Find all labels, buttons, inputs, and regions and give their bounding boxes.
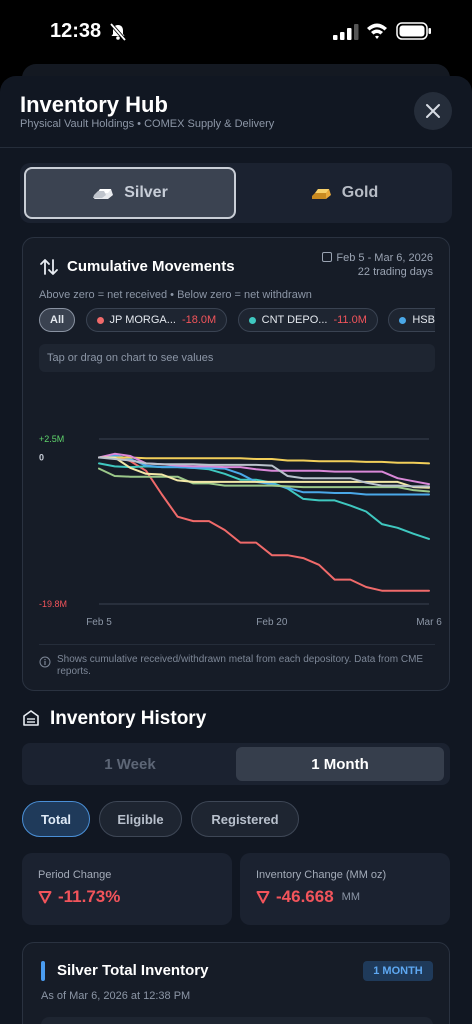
range-toggle: 1 Week 1 Month xyxy=(22,743,450,785)
silver-tab[interactable]: Silver xyxy=(24,167,236,219)
series-line-3 xyxy=(98,454,430,496)
series-dot xyxy=(248,316,256,324)
gold-tab[interactable]: Gold xyxy=(238,167,450,219)
series-dot xyxy=(96,316,104,324)
info-icon xyxy=(39,656,51,668)
chip-label: HSBC B xyxy=(412,314,435,326)
inventory-chart-area xyxy=(41,1017,433,1024)
cellular-signal-icon xyxy=(333,24,359,40)
inventory-change-value: -46.668 xyxy=(276,887,334,906)
series-line-7 xyxy=(98,456,430,489)
period-change-value-row: -11.73% xyxy=(38,887,120,907)
range-1-week-button[interactable]: 1 Week xyxy=(104,755,156,773)
total-inventory-title: Silver Total Inventory xyxy=(57,962,209,979)
accent-bar xyxy=(41,961,45,981)
sort-arrows-icon xyxy=(40,259,58,275)
silver-total-inventory-card: Silver Total Inventory 1 MONTH As of Mar… xyxy=(22,942,450,1024)
inventory-history-title: Inventory History xyxy=(50,708,207,729)
chip-value: -18.0M xyxy=(181,314,217,326)
depository-chips: All JP MORGA... -18.0M CNT DEPO... -11.0M … xyxy=(39,308,435,334)
wifi-icon xyxy=(367,23,387,39)
chip-label: All xyxy=(50,314,65,326)
inventory-hub-sheet: Inventory Hub Physical Vault Holdings • … xyxy=(0,76,472,1024)
metal-toggle: Silver Gold xyxy=(20,163,452,223)
series-line-4 xyxy=(98,456,430,465)
status-time: 12:38 xyxy=(50,20,102,42)
filter-registered-button[interactable]: Registered xyxy=(191,801,299,837)
calendar-icon xyxy=(322,252,333,262)
filter-eligible-button[interactable]: Eligible xyxy=(99,801,182,837)
range-badge: 1 MONTH xyxy=(363,961,433,981)
gold-tab-label: Gold xyxy=(341,184,379,201)
series-line-1 xyxy=(98,454,430,592)
silver-tab-label: Silver xyxy=(124,184,168,201)
series-dot xyxy=(399,316,407,324)
chart-footnote: Shows cumulative received/withdrawn meta… xyxy=(57,654,424,677)
battery-icon xyxy=(396,22,431,40)
inventory-change-label: Inventory Change (MM oz) xyxy=(256,869,387,881)
silver-bar-icon xyxy=(93,189,114,199)
bell-muted-icon xyxy=(109,22,127,42)
period-change-label: Period Change xyxy=(38,869,112,881)
inventory-change-value-row: -46.668 MM xyxy=(256,887,360,907)
page-subtitle: Physical Vault Holdings • COMEX Supply &… xyxy=(20,118,275,130)
page-title: Inventory Hub xyxy=(20,92,168,117)
gold-bar-icon xyxy=(311,189,331,199)
warehouse-icon xyxy=(23,710,39,726)
chart-tap-hint: Tap or drag on chart to see values xyxy=(39,344,435,372)
filter-total-button[interactable]: Total xyxy=(22,801,90,837)
chip-label: JP MORGA... xyxy=(109,314,176,326)
chip-cnt-depository[interactable]: CNT DEPO... -11.0M xyxy=(237,308,378,332)
trading-days: 22 trading days xyxy=(357,266,433,278)
y-tick-label-zero: 0 xyxy=(39,452,44,462)
movements-date-range: Feb 5 - Mar 6, 2026 xyxy=(322,252,433,264)
series-line-6 xyxy=(98,467,430,493)
x-tick-label: Feb 5 xyxy=(86,617,112,628)
as-of-timestamp: As of Mar 6, 2026 at 12:38 PM xyxy=(41,990,191,1002)
close-icon xyxy=(426,104,440,118)
movements-title: Cumulative Movements xyxy=(67,258,235,275)
series-line-8 xyxy=(98,456,430,488)
down-triangle-icon xyxy=(38,891,52,904)
header: Inventory Hub Physical Vault Holdings • … xyxy=(0,76,472,148)
cumulative-movements-card: Cumulative Movements Feb 5 - Mar 6, 2026… xyxy=(22,237,450,691)
x-tick-label: Feb 20 xyxy=(256,617,288,628)
chip-value: -11.0M xyxy=(333,314,367,326)
date-range-text: Feb 5 - Mar 6, 2026 xyxy=(336,252,433,264)
divider xyxy=(39,644,435,645)
close-button[interactable] xyxy=(414,92,452,130)
period-change-value: -11.73% xyxy=(58,887,121,906)
movements-note: Above zero = net received • Below zero =… xyxy=(39,289,312,301)
status-bar: 12:38 xyxy=(0,0,472,64)
range-1-month-button[interactable]: 1 Month xyxy=(236,747,444,781)
period-change-card: Period Change -11.73% xyxy=(22,853,232,925)
down-triangle-icon xyxy=(256,891,270,904)
chip-all[interactable]: All xyxy=(39,308,76,332)
cumulative-movements-chart[interactable]: +2.5M 0 -19.8M Feb 5 Feb 20 Mar 6 xyxy=(23,418,451,638)
inventory-change-card: Inventory Change (MM oz) -46.668 MM xyxy=(240,853,450,925)
y-tick-label-top: +2.5M xyxy=(39,434,64,444)
chip-label: CNT DEPO... xyxy=(261,314,328,326)
chip-jp-morgan[interactable]: JP MORGA... -18.0M xyxy=(85,308,228,332)
inventory-change-unit: MM xyxy=(341,891,360,903)
chip-hsbc[interactable]: HSBC B xyxy=(388,308,435,332)
y-tick-label-bottom: -19.8M xyxy=(39,599,67,609)
x-tick-label: Mar 6 xyxy=(416,617,442,628)
